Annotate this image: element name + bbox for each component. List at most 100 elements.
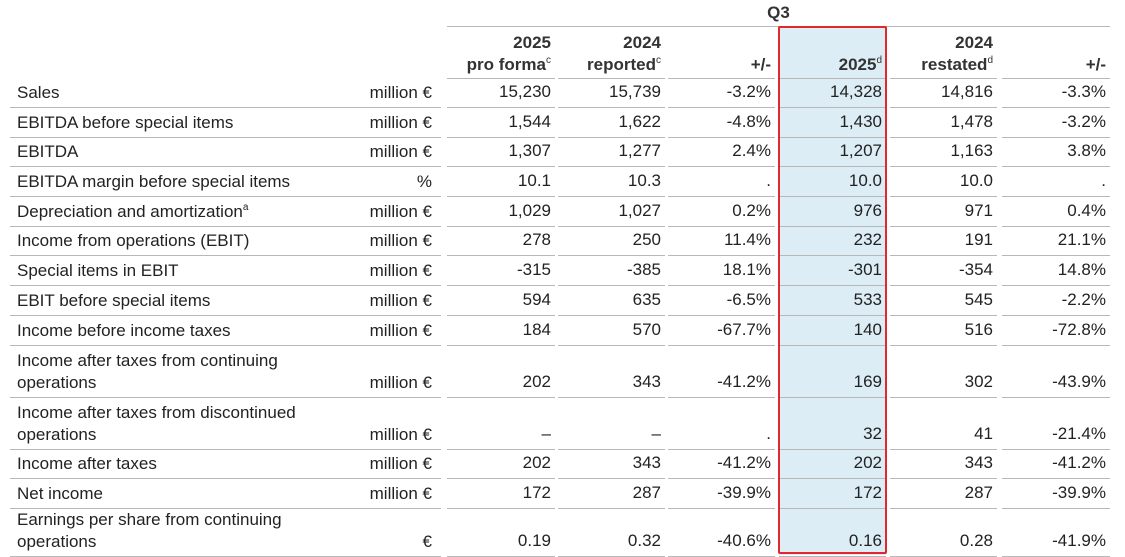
- value-cell: -41.9%: [1002, 509, 1110, 557]
- value-cell: 1,027: [558, 197, 665, 227]
- value: 635: [632, 290, 661, 309]
- header-line: +/-: [1086, 54, 1106, 76]
- value: 10.0: [959, 171, 993, 190]
- value: -39.9%: [1052, 483, 1106, 502]
- column-header: 2025 pro formac: [447, 30, 555, 79]
- value-cell: 570: [558, 316, 665, 346]
- value-cell: 250: [558, 227, 665, 256]
- row-label-text: EBITDA before special items: [17, 112, 233, 134]
- value: 516: [964, 320, 993, 339]
- value: 0.2%: [732, 201, 771, 220]
- header-label: pro forma: [466, 55, 546, 74]
- header-year: 2025: [513, 33, 551, 52]
- row-label: Income from operations (EBIT): [17, 231, 250, 250]
- row-label: Income before income taxes: [17, 321, 231, 340]
- value: 172: [853, 483, 882, 502]
- value: 0.16: [848, 531, 882, 550]
- value-cell: 172: [779, 479, 886, 509]
- value: 184: [522, 320, 551, 339]
- value: 1,029: [508, 201, 551, 220]
- value: 11.4%: [724, 230, 771, 249]
- value: 14.8%: [1057, 260, 1106, 279]
- row-label-text: EBIT before special items: [17, 290, 210, 312]
- row-label: EBIT before special items: [10, 286, 310, 316]
- value-cell: -6.5%: [668, 286, 775, 316]
- value-cell: 1,207: [779, 138, 886, 167]
- value-cell: –: [558, 398, 665, 450]
- value-cell: -3.3%: [1002, 79, 1110, 108]
- unit-text: million €: [369, 142, 432, 161]
- row-rule: [10, 79, 441, 108]
- row-rule: [10, 197, 441, 227]
- row-rule: [10, 138, 441, 167]
- row-label-text: Net income: [17, 483, 103, 505]
- value-cell: 15,739: [558, 79, 665, 108]
- value: –: [541, 424, 551, 443]
- row-label: Income after taxes from continuing opera…: [10, 346, 310, 398]
- value-cell: 343: [558, 450, 665, 479]
- value: 343: [964, 453, 993, 472]
- unit: €: [330, 509, 436, 557]
- value-cell: 635: [558, 286, 665, 316]
- value-cell: 232: [779, 227, 886, 256]
- value-cell: .: [668, 398, 775, 450]
- value: 1,430: [839, 112, 882, 131]
- row-label-text: Income before income taxes: [17, 320, 231, 342]
- value-cell: 971: [890, 197, 997, 227]
- row-label-text: Earnings per share from continuing opera…: [17, 509, 306, 553]
- row-label: Income after taxes from continuing opera…: [17, 351, 278, 392]
- header-line: 2025d: [839, 54, 882, 76]
- value: 21.1%: [1057, 230, 1106, 249]
- unit-text: million €: [369, 321, 432, 340]
- value: 32: [863, 424, 882, 443]
- row-label: Income after taxes from discontinued ope…: [10, 398, 310, 450]
- value: 202: [853, 453, 882, 472]
- row-label: Depreciation and amortization: [17, 202, 243, 221]
- header-line: +/-: [751, 54, 771, 76]
- header-year: 2024: [623, 33, 661, 52]
- value-cell: 1,277: [558, 138, 665, 167]
- row-rule: [10, 479, 441, 509]
- unit-text: million €: [369, 425, 432, 444]
- column-header: 2024 reportedc: [558, 30, 665, 79]
- row-label: Net income: [17, 484, 103, 503]
- value: .: [766, 424, 771, 443]
- value: -354: [958, 260, 993, 279]
- footnote-mark: c: [656, 55, 661, 66]
- value-cell: 1,478: [890, 108, 997, 138]
- value-cell: 202: [447, 450, 555, 479]
- value-cell: 302: [890, 346, 997, 398]
- value: 976: [853, 201, 882, 220]
- header-label: reported: [587, 55, 656, 74]
- header-line: restatedd: [921, 54, 993, 76]
- value: 533: [853, 290, 882, 309]
- value-cell: 533: [779, 286, 886, 316]
- header-label: restated: [921, 55, 988, 74]
- value: 202: [522, 372, 551, 391]
- row-rule: [10, 346, 441, 398]
- row-label-text: Income after taxes from continuing opera…: [17, 350, 306, 394]
- value: 0.19: [517, 531, 551, 550]
- unit: million €: [330, 79, 436, 108]
- value: 10.1: [517, 171, 551, 190]
- column-header: +/-: [668, 30, 775, 79]
- value: -41.2%: [1052, 453, 1106, 472]
- row-label: Depreciation and amortizationa: [10, 197, 310, 227]
- unit: million €: [330, 479, 436, 509]
- unit-text: million €: [369, 231, 432, 250]
- value: -6.5%: [726, 290, 771, 309]
- unit: million €: [330, 138, 436, 167]
- value-cell: 1,622: [558, 108, 665, 138]
- value-cell: 18.1%: [668, 256, 775, 286]
- value-cell: -39.9%: [1002, 479, 1110, 509]
- value: 3.8%: [1067, 141, 1106, 160]
- value-cell: 202: [447, 346, 555, 398]
- value: 41: [974, 424, 993, 443]
- value-cell: 10.3: [558, 167, 665, 197]
- value: 250: [632, 230, 661, 249]
- unit: million €: [330, 197, 436, 227]
- row-label-text: Special items in EBIT: [17, 260, 179, 282]
- value: -2.2%: [1061, 290, 1106, 309]
- footnote-mark: d: [987, 55, 993, 66]
- value: 302: [964, 372, 993, 391]
